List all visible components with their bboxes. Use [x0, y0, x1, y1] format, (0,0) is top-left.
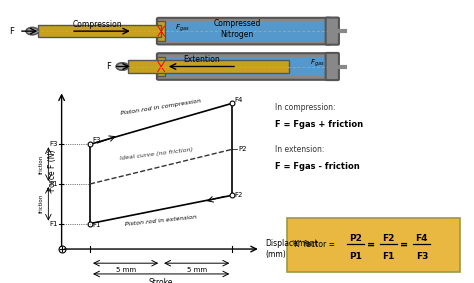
Text: F = Fgas - friction: F = Fgas - friction	[275, 162, 360, 171]
Text: F3: F3	[49, 141, 58, 147]
Text: P2: P2	[349, 234, 362, 243]
Text: P1: P1	[49, 181, 58, 187]
FancyBboxPatch shape	[326, 18, 339, 45]
Bar	[161, 21, 327, 41]
Text: $F_{gas}$: $F_{gas}$	[175, 23, 190, 34]
Circle shape	[116, 63, 128, 70]
Bar	[157, 21, 165, 41]
Text: Ideal curve (no friction): Ideal curve (no friction)	[119, 147, 193, 161]
Text: Piston rod in extension: Piston rod in extension	[125, 215, 197, 227]
Text: Force F (N): Force F (N)	[48, 149, 56, 190]
Text: In extension:: In extension:	[275, 145, 324, 155]
Text: 5 mm: 5 mm	[187, 267, 207, 273]
Text: $F_{gas}$: $F_{gas}$	[310, 58, 325, 69]
Text: P2: P2	[238, 146, 246, 152]
Text: F: F	[107, 62, 111, 71]
Text: F = Fgas + friction: F = Fgas + friction	[275, 120, 363, 129]
Bar	[157, 57, 165, 76]
Text: F2: F2	[383, 234, 395, 243]
Text: F2: F2	[235, 192, 243, 198]
Text: 5 mm: 5 mm	[116, 267, 136, 273]
Text: Displacement
(mm): Displacement (mm)	[265, 239, 318, 259]
FancyBboxPatch shape	[326, 53, 339, 80]
FancyBboxPatch shape	[157, 18, 331, 44]
Circle shape	[26, 27, 38, 35]
Text: In compression:: In compression:	[275, 103, 336, 112]
Text: F1: F1	[383, 252, 395, 261]
Text: P1: P1	[349, 252, 362, 261]
Text: F4: F4	[416, 234, 428, 243]
Text: F4: F4	[235, 97, 243, 103]
Bar	[38, 25, 161, 37]
Text: friction: friction	[39, 194, 44, 213]
Text: =: =	[367, 240, 375, 250]
Text: Stroke: Stroke	[149, 278, 173, 283]
Text: Piston rod in compression: Piston rod in compression	[120, 98, 202, 116]
Text: friction: friction	[39, 155, 44, 174]
Bar	[161, 57, 327, 76]
Text: F: F	[9, 27, 14, 36]
Text: F3: F3	[416, 252, 428, 261]
Text: Extention: Extention	[183, 55, 220, 64]
Text: Compressed
Nitrogen: Compressed Nitrogen	[213, 19, 261, 38]
Text: F1: F1	[92, 222, 100, 228]
Bar	[128, 60, 289, 73]
Text: F1: F1	[49, 220, 58, 227]
Text: 'K' factor =: 'K' factor =	[292, 240, 335, 249]
FancyBboxPatch shape	[157, 53, 331, 80]
Text: =: =	[400, 240, 409, 250]
Text: F3: F3	[92, 136, 100, 143]
Text: Compression: Compression	[73, 20, 122, 29]
FancyBboxPatch shape	[287, 218, 460, 272]
